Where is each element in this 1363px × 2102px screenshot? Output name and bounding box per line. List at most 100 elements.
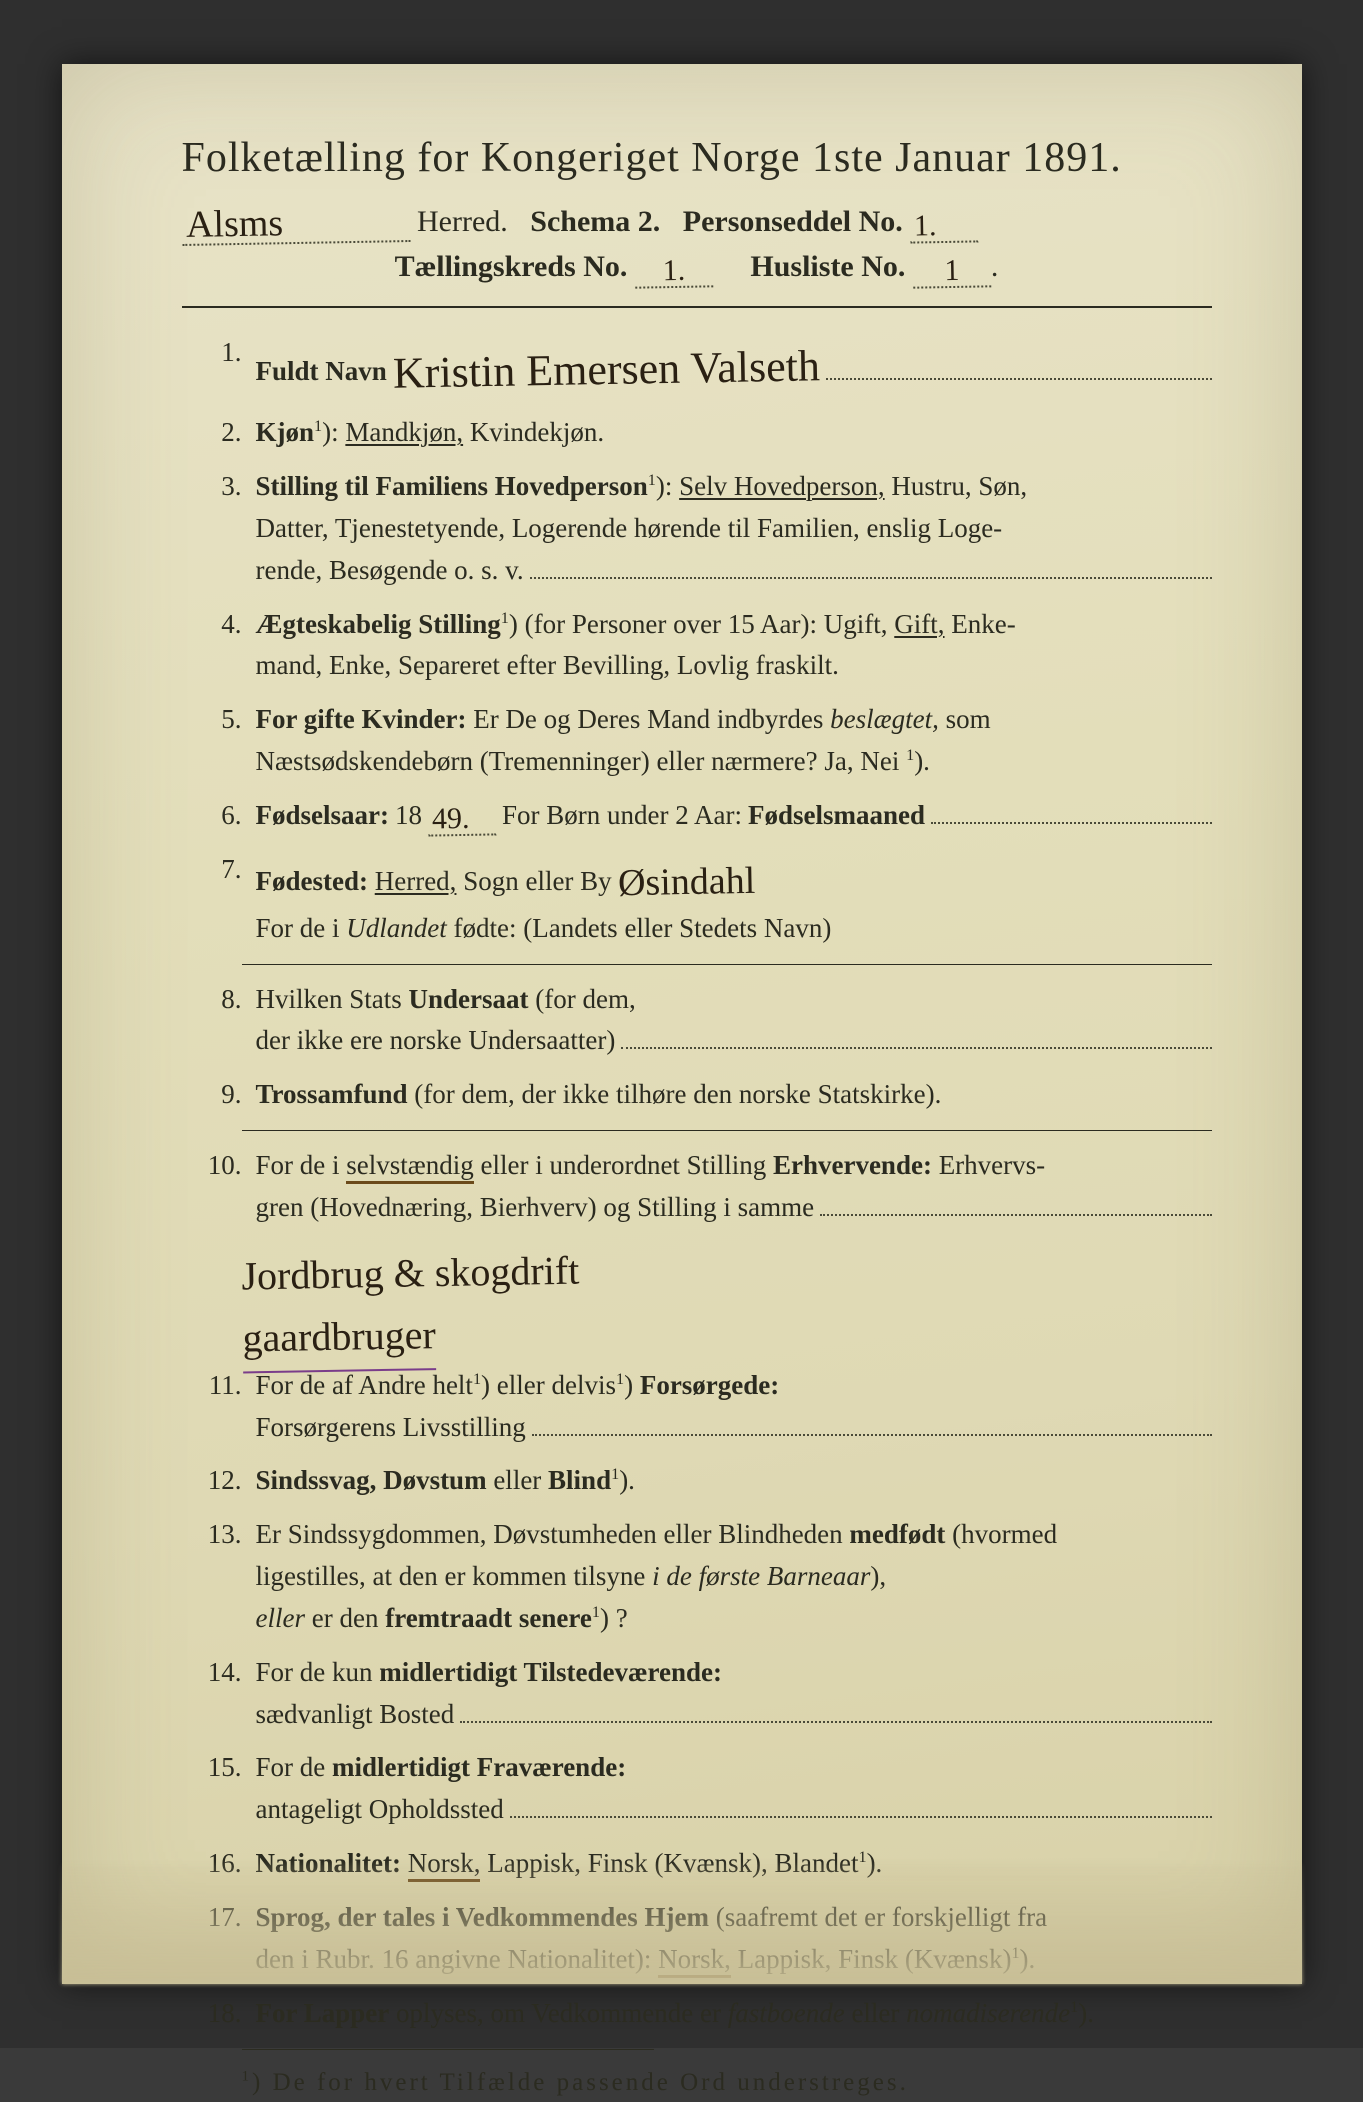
census-form-paper: Folketælling for Kongeriget Norge 1ste J… xyxy=(62,64,1302,1984)
item-16: 16. Nationalitet: Norsk, Lappisk, Finsk … xyxy=(182,1843,1212,1885)
husliste-no: 1 xyxy=(913,255,992,288)
sup: 1 xyxy=(242,2068,253,2084)
txt: der ikke ere norske Undersaatter) xyxy=(256,1020,616,1062)
hw-line-2: gaardbruger xyxy=(242,1304,436,1373)
txt: For de i xyxy=(256,1150,347,1180)
item-3: 3. Stilling til Familiens Hovedperson1):… xyxy=(182,466,1212,592)
sup: 1 xyxy=(501,609,509,627)
item-num: 16. xyxy=(182,1843,256,1885)
sup: 1 xyxy=(648,471,656,489)
opt-kvindekjon: Kvindekjøn. xyxy=(470,417,604,447)
txt: oplyses, om Vedkommende er xyxy=(389,1998,727,2028)
sup: 1 xyxy=(1011,1944,1019,1962)
txt: mand, Enke, Separeret efter Bevilling, L… xyxy=(256,650,839,680)
item-num: 1. xyxy=(182,332,256,400)
txt: Næstsødskendebørn (Tremenninger) eller n… xyxy=(256,746,907,776)
sup: 1 xyxy=(592,1603,600,1621)
header-rule xyxy=(182,306,1212,308)
item-5: 5. For gifte Kvinder: Er De og Deres Man… xyxy=(182,699,1212,783)
hw-line-1: Jordbrug & skogdrift xyxy=(241,1247,579,1298)
item-num: 18. xyxy=(182,1993,256,2035)
item-14: 14. For de kun midlertidigt Tilstedevære… xyxy=(182,1652,1212,1736)
sup: 1 xyxy=(858,1848,866,1866)
item-num: 13. xyxy=(182,1514,256,1640)
blind-label: Blind xyxy=(548,1465,611,1495)
txt: For de xyxy=(256,1752,333,1782)
gifte-kvinder-label: For gifte Kvinder: xyxy=(256,704,467,734)
item-num: 17. xyxy=(182,1897,256,1981)
txt: (saafremt det er forskjelligt fra xyxy=(709,1902,1047,1932)
txt: Erhvervs- xyxy=(932,1150,1045,1180)
schema-label: Schema 2. xyxy=(530,205,660,238)
txt: eller xyxy=(487,1465,548,1495)
txt: Er De og Deres Mand indbyrdes xyxy=(473,704,830,734)
txt: Sogn eller By xyxy=(463,866,618,896)
header-line-3: Tællingskreds No. 1. Husliste No. 1. xyxy=(182,250,1212,284)
footnote: 1) De for hvert Tilfælde passende Ord un… xyxy=(242,2064,1212,2102)
fodselsmaaned-label: Fødselsmaaned xyxy=(748,795,925,837)
txt: Enke- xyxy=(951,609,1015,639)
txt: Hvilken Stats xyxy=(256,984,409,1014)
section-rule-1 xyxy=(242,964,1212,965)
item-num: 8. xyxy=(182,979,256,1063)
sup: 1 xyxy=(906,746,914,764)
txt: den i Rubr. 16 angivne Nationalitet): xyxy=(256,1944,659,1974)
kjon-label: Kjøn xyxy=(256,417,315,447)
item-18: 18. For Lapper oplyses, om Vedkommende e… xyxy=(182,1993,1212,2035)
item-num: 6. xyxy=(182,795,256,837)
txt: For de i xyxy=(256,913,347,943)
fodested-value: Øsindahl xyxy=(618,852,756,913)
txt: ). xyxy=(1078,1998,1094,2028)
sprog-label: Sprog, der tales i Vedkommendes Hjem xyxy=(256,1902,710,1932)
lapper-label: For Lapper xyxy=(256,1998,390,2028)
txt: ), xyxy=(870,1561,886,1591)
txt: ): xyxy=(322,417,345,447)
nationalitet-label: Nationalitet: xyxy=(256,1848,401,1878)
form-title: Folketælling for Kongeriget Norge 1ste J… xyxy=(182,134,1212,182)
txt: 18 xyxy=(395,795,422,837)
txt: Datter, Tjenestetyende, Logerende hørend… xyxy=(256,513,1003,543)
opt-herred: Herred, xyxy=(375,866,457,896)
item-7: 7. Fødested: Herred, Sogn eller By Øsind… xyxy=(182,849,1212,950)
txt-i: eller xyxy=(256,1603,305,1633)
sup: 1 xyxy=(1070,1998,1078,2016)
footnote-rule xyxy=(242,2049,654,2050)
opt-gift: Gift, xyxy=(894,609,944,639)
form-items: 1. Fuldt Navn Kristin Emersen Valseth 2.… xyxy=(182,332,1212,2102)
txt: Hustru, Søn, xyxy=(891,471,1027,501)
txt: Er Sindssygdommen, Døvstumheden eller Bl… xyxy=(256,1519,850,1549)
txt: rende, Besøgende o. s. v. xyxy=(256,550,524,592)
txt: ) xyxy=(624,1370,640,1400)
item-num: 5. xyxy=(182,699,256,783)
sindssvag-label: Sindssvag, Døvstum xyxy=(256,1465,487,1495)
aegteskab-label: Ægteskabelig Stilling xyxy=(256,609,501,639)
fuldt-navn-value: Kristin Emersen Valseth xyxy=(392,332,820,408)
tilstedevaerende-label: midlertidigt Tilstedeværende: xyxy=(379,1657,722,1687)
item-8: 8. Hvilken Stats Undersaat (for dem, der… xyxy=(182,979,1212,1063)
item-11: 11. For de af Andre helt1) eller delvis1… xyxy=(182,1365,1212,1449)
header-line-2: Alsms Herred. Schema 2. Personseddel No.… xyxy=(182,200,1212,240)
herred-handwritten: Alsms xyxy=(181,202,410,246)
fravaerende-label: midlertidigt Fraværende: xyxy=(332,1752,626,1782)
fuldt-navn-label: Fuldt Navn xyxy=(256,351,387,393)
txt: Lappisk, Finsk (Kvænsk) xyxy=(731,1944,1012,1974)
txt: gren (Hovednæring, Bierhverv) og Stillin… xyxy=(256,1187,815,1229)
txt: ): xyxy=(656,471,679,501)
txt: sædvanligt Bosted xyxy=(256,1694,455,1736)
txt: (for dem, xyxy=(529,984,636,1014)
trossamfund-label: Trossamfund xyxy=(256,1079,408,1109)
txt-i: i de første Barneaar xyxy=(652,1561,870,1591)
txt: ligestilles, at den er kommen tilsyne xyxy=(256,1561,653,1591)
item-num: 3. xyxy=(182,466,256,592)
txt-i: nomadiserende xyxy=(906,1998,1070,2028)
item-13: 13. Er Sindssygdommen, Døvstumheden elle… xyxy=(182,1514,1212,1640)
txt: som xyxy=(939,704,991,734)
stilling-label: Stilling til Familiens Hovedperson xyxy=(256,471,648,501)
txt: antageligt Opholdssted xyxy=(256,1789,504,1831)
footnote-text: ) De for hvert Tilfælde passende Ord und… xyxy=(252,2069,909,2096)
opt-selvstaendig: selvstændig xyxy=(346,1150,474,1184)
txt: ) (for Personer over 15 Aar): Ugift, xyxy=(509,609,894,639)
item-17: 17. Sprog, der tales i Vedkommendes Hjem… xyxy=(182,1897,1212,1981)
txt: Lappisk, Finsk (Kvænsk), Blandet xyxy=(487,1848,858,1878)
item-num: 9. xyxy=(182,1074,256,1116)
